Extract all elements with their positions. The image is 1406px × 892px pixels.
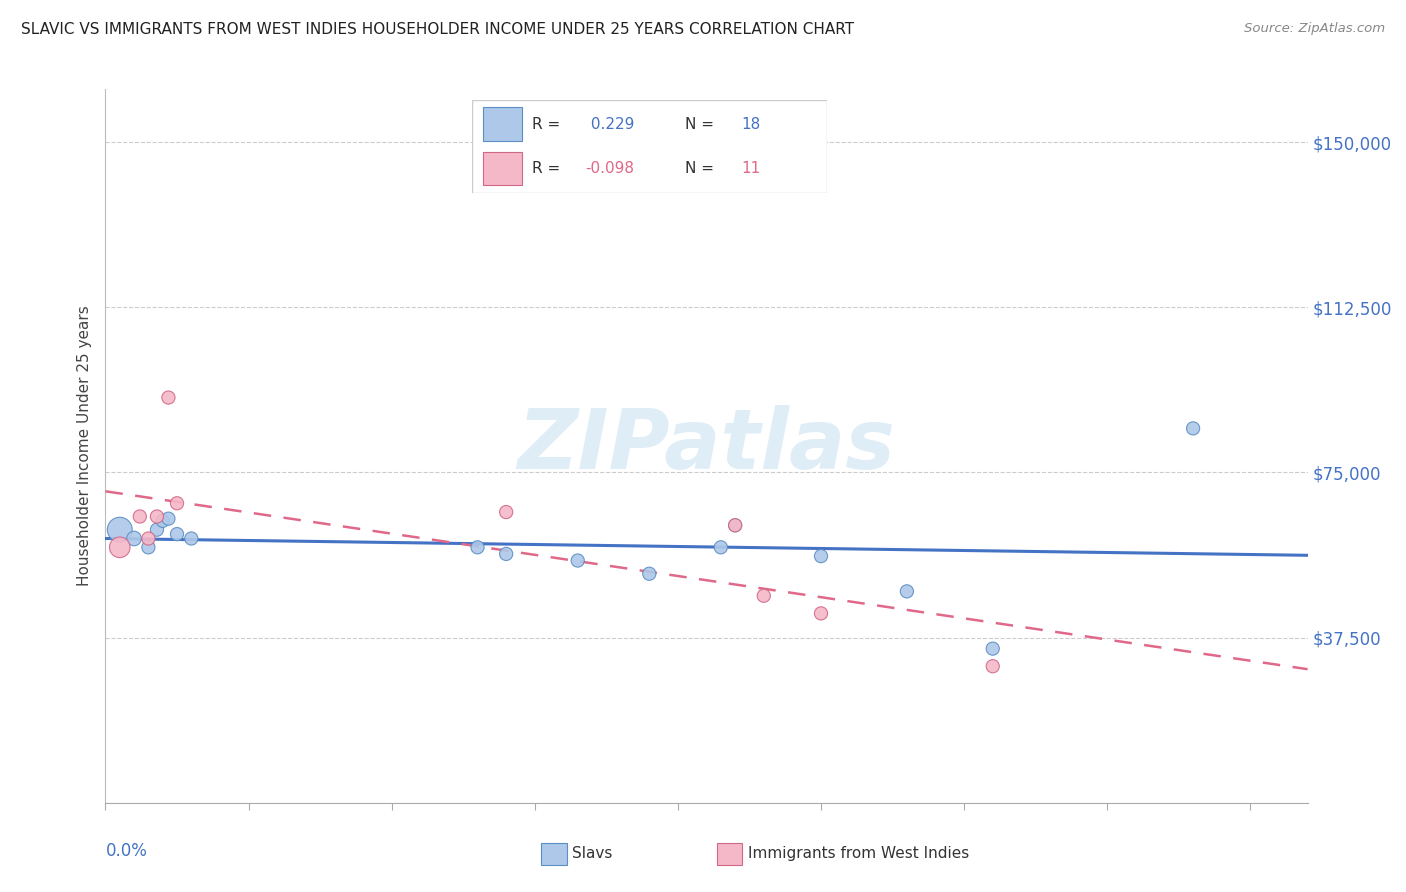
Point: [108, 523, 131, 537]
Point: [157, 391, 180, 405]
Point: [122, 532, 145, 546]
Point: [138, 541, 160, 555]
Point: [157, 511, 180, 525]
Point: [981, 641, 1004, 656]
Point: [810, 549, 832, 563]
Point: [166, 527, 188, 541]
Point: [981, 659, 1004, 673]
Point: [180, 532, 202, 546]
Text: ZIPatlas: ZIPatlas: [517, 406, 896, 486]
Text: 0.0%: 0.0%: [105, 842, 148, 860]
Text: SLAVIC VS IMMIGRANTS FROM WEST INDIES HOUSEHOLDER INCOME UNDER 25 YEARS CORRELAT: SLAVIC VS IMMIGRANTS FROM WEST INDIES HO…: [21, 22, 855, 37]
Point: [710, 541, 733, 555]
Point: [724, 518, 747, 533]
Point: [724, 518, 747, 533]
Y-axis label: Householder Income Under 25 years: Householder Income Under 25 years: [77, 306, 93, 586]
Point: [495, 505, 517, 519]
Point: [146, 509, 169, 524]
Point: [138, 532, 160, 546]
Point: [638, 566, 661, 581]
Point: [567, 553, 589, 567]
Text: Source: ZipAtlas.com: Source: ZipAtlas.com: [1244, 22, 1385, 36]
Point: [467, 541, 489, 555]
Point: [166, 496, 188, 510]
Text: Slavs: Slavs: [572, 847, 613, 861]
Point: [896, 584, 918, 599]
Point: [495, 547, 517, 561]
Point: [1182, 421, 1205, 435]
Point: [108, 541, 131, 555]
Point: [810, 607, 832, 621]
Point: [146, 523, 169, 537]
Point: [752, 589, 775, 603]
Point: [128, 509, 150, 524]
Text: Immigrants from West Indies: Immigrants from West Indies: [748, 847, 969, 861]
Point: [152, 514, 174, 528]
